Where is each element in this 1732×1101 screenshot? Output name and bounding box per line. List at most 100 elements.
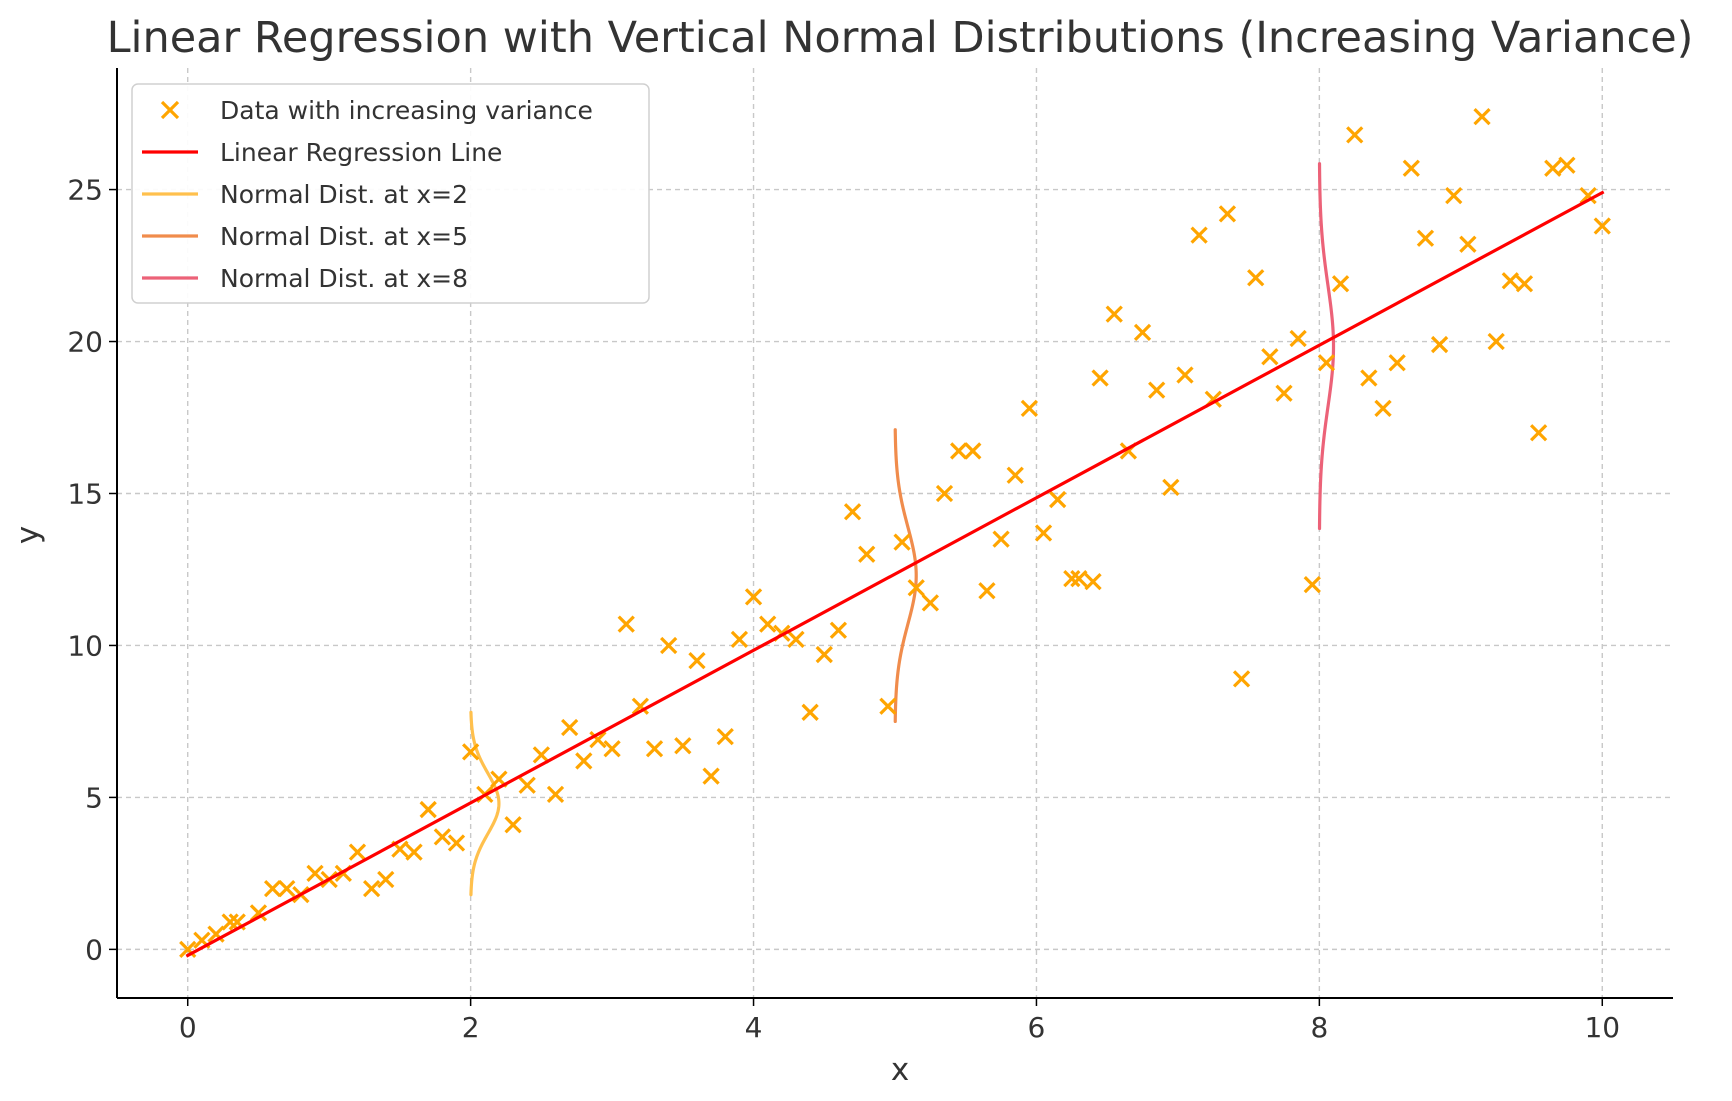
scatter-point [1232,670,1251,688]
legend: Data with increasing variance Linear Regr… [131,83,650,304]
scatter-point-stroke [1247,269,1265,287]
scatter-point-stroke [228,913,246,931]
scatter-point-stroke [348,843,367,861]
scatter-point [950,442,968,460]
scatter-point [1445,187,1463,205]
scatter-point-stroke [1388,354,1406,372]
scatter-point-stroke [1091,369,1109,387]
legend-label: Normal Dist. at x=2 [220,180,468,209]
scatter-point-stroke [1218,205,1237,223]
scatter-point [1289,329,1307,348]
scatter-point-stroke [1034,524,1053,542]
scatter-point [1006,466,1024,484]
scatter-point-stroke [716,727,734,746]
scatter-point-stroke [1176,366,1194,384]
scatter-point [1105,305,1123,323]
scatter-point-stroke [1070,569,1088,588]
legend-label: Normal Dist. at x=8 [220,264,468,293]
scatter-point [992,530,1010,548]
scatter-point [1346,126,1364,144]
scatter-point-stroke [1544,159,1562,177]
scatter-point-stroke [674,737,692,755]
scatter-point [447,834,466,852]
scatter-point-stroke [1501,272,1519,290]
scatter-point-stroke [504,816,522,834]
legend-entry: Normal Dist. at x=2 [142,180,468,209]
chart-title: Linear Regression with Vertical Normal D… [107,13,1694,63]
scatter-point [1487,332,1505,351]
scatter-point-stroke [306,864,324,883]
scatter-point-stroke [1473,107,1491,126]
regression-line [185,190,1605,958]
normal-curve-x8 [1317,162,1336,531]
scatter-point-stroke [815,645,833,664]
scatter-point [1247,269,1265,287]
scatter-point-stroke [1084,572,1102,591]
scatter-point [688,652,706,670]
scatter-point [1049,490,1067,509]
scatter-point [1162,478,1180,497]
scatter-point [893,533,911,551]
scatter-point-stroke [1416,229,1435,247]
scatter-point [935,484,954,503]
x-tick-label: 0 [179,1011,197,1044]
scatter-point [1190,226,1208,244]
scatter-point-stroke [801,703,819,721]
scatter-point-stroke [518,776,536,794]
x-tick-label: 6 [1028,1011,1046,1044]
scatter-point [1020,399,1039,418]
scatter-point [348,843,367,861]
grid [117,68,1673,998]
legend-entry: Data with increasing variance [160,96,593,125]
scatter-point [462,743,480,761]
legend-entry: Normal Dist. at x=5 [142,222,468,251]
scatter-point-stroke [702,767,720,785]
scatter-point [1133,323,1152,342]
scatter-point [879,697,897,715]
y-tick-label: 20 [67,326,103,359]
scatter-point [744,588,763,606]
scatter-point [843,503,862,521]
scatter-point [829,621,848,639]
scatter-point-stroke [1487,332,1505,351]
scatter-point-stroke [1190,226,1208,244]
normal-curve-x2 [469,710,501,897]
scatter-point [1579,187,1597,205]
scatter-point [405,843,423,861]
scatter-point-stroke [362,879,381,898]
scatter-point-stroke [575,752,593,770]
x-tick-label: 2 [462,1011,480,1044]
scatter-point [362,879,381,898]
scatter-point [1148,381,1166,399]
y-tick-label: 10 [67,629,103,662]
scatter-point-stroke [1459,235,1477,253]
scatter-point [1558,156,1576,174]
scatter-point-stroke [1515,275,1534,293]
scatter-point [1416,229,1435,247]
scatter-point-stroke [1402,159,1420,177]
scatter-point [1430,335,1449,354]
scatter-point [645,740,664,758]
scatter-point-stroke [589,731,607,749]
scatter-point [518,776,536,794]
scatter-point [589,731,607,749]
scatter-point-stroke [603,740,621,758]
scatter-point-stroke [730,630,749,649]
scatter-point-stroke [1579,187,1597,205]
scatter-point-stroke [1529,424,1548,442]
scatter-point-stroke [1232,670,1251,688]
scatter-point-stroke [1558,156,1576,174]
scatter-point [1544,159,1562,177]
scatter-point-stroke [1133,323,1152,342]
y-tick-label: 25 [67,174,103,207]
scatter-point [221,913,239,931]
axis-lines [116,68,1673,999]
scatter-point-stroke [631,697,650,715]
scatter-point [787,630,805,649]
scatter-point [858,545,876,563]
scatter-point [1501,272,1519,290]
scatter-point-stroke [221,913,239,931]
scatter-point [546,785,565,804]
y-axis-label: y [10,526,46,544]
scatter-point-stroke [1303,576,1321,594]
